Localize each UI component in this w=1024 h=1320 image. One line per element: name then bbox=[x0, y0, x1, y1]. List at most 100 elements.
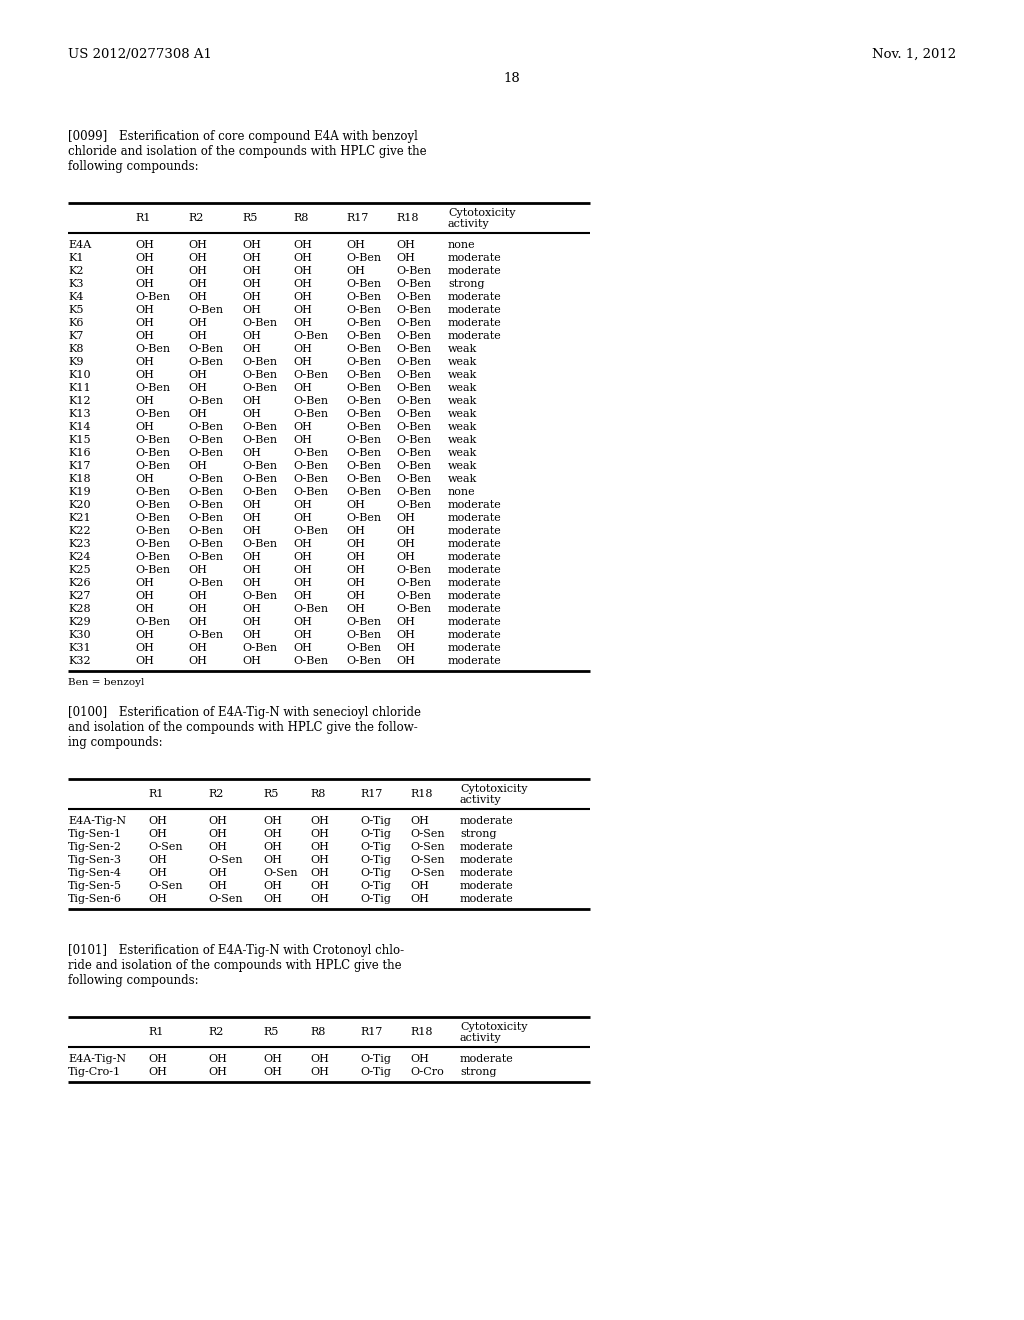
Text: O-Ben: O-Ben bbox=[135, 409, 170, 418]
Text: O-Ben: O-Ben bbox=[346, 630, 381, 640]
Text: OH: OH bbox=[242, 253, 261, 263]
Text: O-Tig: O-Tig bbox=[360, 894, 391, 904]
Text: moderate: moderate bbox=[449, 643, 502, 653]
Text: OH: OH bbox=[148, 1053, 167, 1064]
Text: Tig-Cro-1: Tig-Cro-1 bbox=[68, 1067, 121, 1077]
Text: OH: OH bbox=[346, 539, 365, 549]
Text: O-Ben: O-Ben bbox=[135, 552, 170, 562]
Text: OH: OH bbox=[135, 630, 154, 640]
Text: Tig-Sen-6: Tig-Sen-6 bbox=[68, 894, 122, 904]
Text: K4: K4 bbox=[68, 292, 84, 302]
Text: OH: OH bbox=[346, 605, 365, 614]
Text: moderate: moderate bbox=[460, 816, 514, 826]
Text: R5: R5 bbox=[242, 213, 257, 223]
Text: K21: K21 bbox=[68, 513, 91, 523]
Text: O-Ben: O-Ben bbox=[396, 487, 431, 498]
Text: O-Sen: O-Sen bbox=[263, 869, 298, 878]
Text: OH: OH bbox=[242, 345, 261, 354]
Text: OH: OH bbox=[135, 591, 154, 601]
Text: O-Sen: O-Sen bbox=[410, 842, 444, 851]
Text: OH: OH bbox=[188, 643, 207, 653]
Text: weak: weak bbox=[449, 461, 477, 471]
Text: moderate: moderate bbox=[460, 869, 514, 878]
Text: R8: R8 bbox=[310, 789, 326, 799]
Text: K7: K7 bbox=[68, 331, 83, 341]
Text: K5: K5 bbox=[68, 305, 84, 315]
Text: OH: OH bbox=[293, 422, 312, 432]
Text: O-Sen: O-Sen bbox=[148, 842, 182, 851]
Text: K12: K12 bbox=[68, 396, 91, 407]
Text: OH: OH bbox=[208, 842, 227, 851]
Text: K22: K22 bbox=[68, 525, 91, 536]
Text: OH: OH bbox=[208, 1053, 227, 1064]
Text: OH: OH bbox=[396, 539, 415, 549]
Text: OH: OH bbox=[135, 370, 154, 380]
Text: O-Ben: O-Ben bbox=[188, 396, 223, 407]
Text: O-Ben: O-Ben bbox=[396, 370, 431, 380]
Text: OH: OH bbox=[188, 591, 207, 601]
Text: ride and isolation of the compounds with HPLC give the: ride and isolation of the compounds with… bbox=[68, 960, 401, 972]
Text: OH: OH bbox=[346, 240, 365, 249]
Text: O-Ben: O-Ben bbox=[396, 461, 431, 471]
Text: OH: OH bbox=[135, 267, 154, 276]
Text: OH: OH bbox=[310, 869, 329, 878]
Text: OH: OH bbox=[293, 318, 312, 327]
Text: O-Ben: O-Ben bbox=[346, 487, 381, 498]
Text: OH: OH bbox=[396, 643, 415, 653]
Text: OH: OH bbox=[396, 513, 415, 523]
Text: weak: weak bbox=[449, 383, 477, 393]
Text: OH: OH bbox=[135, 305, 154, 315]
Text: OH: OH bbox=[310, 1067, 329, 1077]
Text: O-Ben: O-Ben bbox=[346, 356, 381, 367]
Text: O-Ben: O-Ben bbox=[396, 447, 431, 458]
Text: K29: K29 bbox=[68, 616, 91, 627]
Text: O-Ben: O-Ben bbox=[135, 616, 170, 627]
Text: R1: R1 bbox=[148, 1027, 164, 1038]
Text: R17: R17 bbox=[360, 1027, 382, 1038]
Text: weak: weak bbox=[449, 345, 477, 354]
Text: moderate: moderate bbox=[449, 605, 502, 614]
Text: OH: OH bbox=[293, 292, 312, 302]
Text: OH: OH bbox=[208, 1067, 227, 1077]
Text: O-Ben: O-Ben bbox=[188, 630, 223, 640]
Text: OH: OH bbox=[242, 240, 261, 249]
Text: O-Ben: O-Ben bbox=[346, 447, 381, 458]
Text: O-Ben: O-Ben bbox=[346, 279, 381, 289]
Text: K32: K32 bbox=[68, 656, 91, 667]
Text: weak: weak bbox=[449, 396, 477, 407]
Text: R2: R2 bbox=[188, 213, 204, 223]
Text: O-Ben: O-Ben bbox=[396, 356, 431, 367]
Text: OH: OH bbox=[188, 318, 207, 327]
Text: OH: OH bbox=[242, 305, 261, 315]
Text: OH: OH bbox=[135, 253, 154, 263]
Text: [0100] Esterification of E4A-Tig-N with senecioyl chloride: [0100] Esterification of E4A-Tig-N with … bbox=[68, 706, 421, 719]
Text: OH: OH bbox=[242, 500, 261, 510]
Text: OH: OH bbox=[148, 829, 167, 840]
Text: K13: K13 bbox=[68, 409, 91, 418]
Text: moderate: moderate bbox=[449, 253, 502, 263]
Text: K15: K15 bbox=[68, 436, 91, 445]
Text: OH: OH bbox=[148, 869, 167, 878]
Text: O-Ben: O-Ben bbox=[396, 292, 431, 302]
Text: O-Ben: O-Ben bbox=[293, 487, 328, 498]
Text: E4A: E4A bbox=[68, 240, 91, 249]
Text: O-Ben: O-Ben bbox=[188, 525, 223, 536]
Text: OH: OH bbox=[346, 578, 365, 587]
Text: OH: OH bbox=[293, 565, 312, 576]
Text: OH: OH bbox=[135, 396, 154, 407]
Text: O-Sen: O-Sen bbox=[208, 855, 243, 865]
Text: Cytotoxicity: Cytotoxicity bbox=[460, 784, 527, 795]
Text: O-Ben: O-Ben bbox=[293, 396, 328, 407]
Text: K8: K8 bbox=[68, 345, 84, 354]
Text: O-Ben: O-Ben bbox=[396, 305, 431, 315]
Text: O-Ben: O-Ben bbox=[396, 565, 431, 576]
Text: OH: OH bbox=[293, 578, 312, 587]
Text: Ben = benzoyl: Ben = benzoyl bbox=[68, 678, 144, 686]
Text: O-Ben: O-Ben bbox=[346, 396, 381, 407]
Text: OH: OH bbox=[242, 656, 261, 667]
Text: O-Ben: O-Ben bbox=[293, 331, 328, 341]
Text: OH: OH bbox=[293, 591, 312, 601]
Text: OH: OH bbox=[135, 474, 154, 484]
Text: OH: OH bbox=[346, 525, 365, 536]
Text: and isolation of the compounds with HPLC give the follow-: and isolation of the compounds with HPLC… bbox=[68, 721, 418, 734]
